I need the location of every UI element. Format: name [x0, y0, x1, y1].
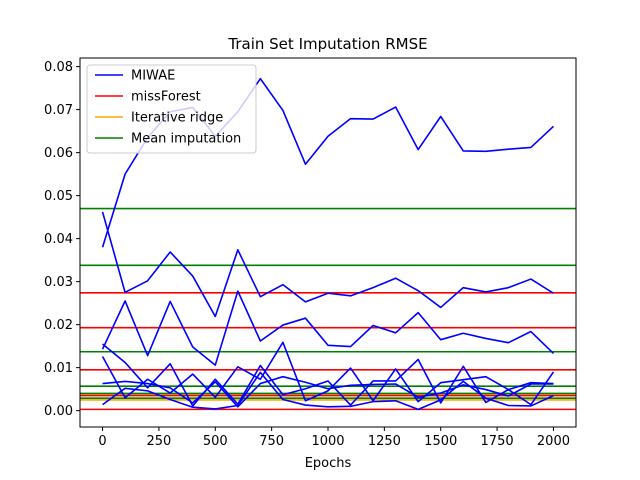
legend-label: Iterative ridge	[131, 111, 223, 126]
y-tick-label: 0.05	[44, 189, 73, 204]
y-tick-label: 0.06	[44, 146, 73, 161]
y-tick-label: 0.08	[44, 60, 73, 75]
x-tick-label: 750	[259, 434, 284, 449]
series-line-miwae-4	[101, 341, 554, 403]
y-axis: 0.00 0.01 0.02 0.03 0.04 0.05 0.06 0.07 0.08	[44, 60, 80, 419]
y-tick-label: 0.04	[44, 232, 73, 247]
x-tick-label: 1500	[424, 434, 457, 449]
y-tick-label: 0.03	[44, 275, 73, 290]
chart-title: Train Set Imputation RMSE	[227, 35, 427, 53]
legend-label: missForest	[131, 90, 201, 105]
x-tick-label: 1000	[311, 434, 344, 449]
legend: MIWAE missForest Iterative ridge Mean imput…	[86, 64, 257, 154]
series-line-miwae-3	[102, 343, 555, 407]
x-axis-label: Epochs	[305, 456, 352, 471]
y-tick-label: 0.01	[44, 361, 73, 376]
series-layer	[101, 77, 555, 411]
x-tick-label: 500	[203, 434, 228, 449]
y-tick-label: 0.00	[44, 404, 73, 419]
x-tick-label: 1250	[368, 434, 401, 449]
x-tick-label: 2000	[537, 434, 570, 449]
legend-label: Mean imputation	[131, 132, 241, 147]
legend-items: MIWAE missForest Iterative ridge Mean imput…	[95, 69, 241, 147]
x-axis: 0 250 500 750 1000 1250 1500 1750 2000	[98, 427, 570, 449]
legend-label: MIWAE	[131, 69, 175, 84]
y-tick-label: 0.02	[44, 318, 73, 333]
x-tick-label: 1750	[481, 434, 514, 449]
series-line-miwae-5	[102, 375, 554, 408]
y-tick-label: 0.07	[44, 103, 73, 118]
x-tick-label: 0	[98, 434, 106, 449]
x-tick-label: 250	[146, 434, 171, 449]
series-line-miwae-6	[102, 371, 554, 411]
series-line-miwae-2	[101, 290, 555, 366]
legend-box	[86, 64, 257, 154]
series-line-miwae-1	[101, 211, 554, 318]
